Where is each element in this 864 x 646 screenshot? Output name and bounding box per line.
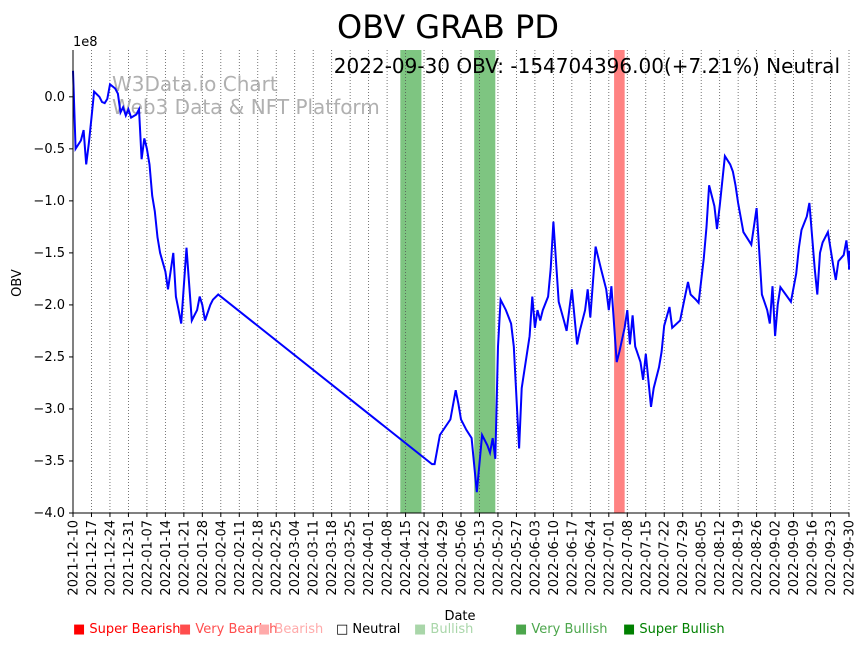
x-tick-label: 2022-06-24 <box>584 520 599 596</box>
vertical-grid <box>72 50 850 513</box>
y-tick-label: 0.0 <box>44 90 65 105</box>
legend-item-bullish: ■ Bullish <box>414 622 473 637</box>
x-tick-label: 2022-01-07 <box>140 520 155 596</box>
x-tick-label: 2021-12-24 <box>103 520 118 596</box>
x-tick-label: 2022-07-08 <box>621 520 636 596</box>
x-tick-label: 2022-06-03 <box>528 520 543 596</box>
legend-item-super-bearish: ■ Super Bearish <box>73 622 181 637</box>
x-tick-label: 2022-05-27 <box>510 520 525 596</box>
y-tick-label: −3.0 <box>33 402 65 417</box>
x-axis-ticks: 2021-12-10 2021-12-17 2021-12-24 2021-12-31… <box>67 513 858 596</box>
x-tick-label: 2022-08-19 <box>732 520 747 596</box>
x-tick-label: 2022-04-29 <box>436 520 451 596</box>
x-tick-label: 2022-08-12 <box>713 520 728 596</box>
legend-item-bearish: ■ Bearish <box>258 622 323 637</box>
signal-band <box>474 50 496 513</box>
legend-item-very-bearish: ■ Very Bearish <box>179 622 277 637</box>
x-tick-label: 2022-06-17 <box>565 520 580 596</box>
y-tick-label: −2.5 <box>33 350 65 365</box>
x-tick-label: 2021-12-31 <box>122 520 137 596</box>
x-tick-label: 2022-04-22 <box>418 520 433 596</box>
x-tick-label: 2022-04-15 <box>399 520 414 596</box>
x-tick-label: 2022-08-26 <box>750 520 765 596</box>
y-tick-label: −4.0 <box>33 506 65 521</box>
y-tick-label: −2.0 <box>33 298 65 313</box>
x-tick-label: 2022-07-29 <box>676 520 691 596</box>
watermark-line-2: Web3 Data & NFT Platform <box>112 95 380 119</box>
signal-band <box>400 50 422 513</box>
legend-item-neutral: □ Neutral <box>336 622 400 637</box>
legend-item-super-bullish: ■ Super Bullish <box>623 622 725 637</box>
x-tick-label: 2022-09-02 <box>769 520 784 596</box>
y-tick-label: −1.5 <box>33 246 65 261</box>
x-tick-label: 2022-09-16 <box>806 520 821 596</box>
x-tick-label: 2022-01-28 <box>196 520 211 596</box>
chart-title: OBV GRAB PD <box>337 8 559 46</box>
y-axis-label: OBV <box>10 269 25 297</box>
y-axis-ticks: 0.0 −0.5 −1.0 −1.5 −2.0 −2.5 −3.0 −3.5 −4.0 <box>33 90 73 521</box>
x-tick-label: 2022-02-11 <box>233 520 248 596</box>
x-tick-label: 2022-01-21 <box>177 520 192 596</box>
x-tick-label: 2022-04-01 <box>362 520 377 596</box>
x-tick-label: 2022-09-30 <box>843 520 858 596</box>
y-tick-label: −3.5 <box>33 454 65 469</box>
x-tick-label: 2022-05-20 <box>491 520 506 596</box>
signal-legend: ■ Super Bearish■ Very Bearish■ Bearish □ … <box>73 622 725 637</box>
x-tick-label: 2022-03-25 <box>344 520 359 596</box>
x-tick-label: 2022-02-04 <box>214 520 229 596</box>
watermark-line-1: W3Data.io Chart <box>112 72 278 96</box>
x-tick-label: 2022-09-23 <box>824 520 839 596</box>
x-tick-label: 2022-07-01 <box>602 520 617 596</box>
legend-item-very-bullish: ■ Very Bullish <box>515 622 607 637</box>
x-tick-label: 2022-03-04 <box>288 520 303 596</box>
y-multiplier-label: 1e8 <box>73 35 98 50</box>
obv-series-line <box>72 70 850 493</box>
x-tick-label: 2022-09-09 <box>787 520 802 596</box>
signal-bands <box>400 50 625 513</box>
x-tick-label: 2022-02-18 <box>251 520 266 596</box>
x-tick-label: 2022-05-13 <box>473 520 488 596</box>
status-readout: 2022-09-30 OBV: -154704396.00(+7.21%) Ne… <box>334 54 840 78</box>
x-tick-label: 2022-08-05 <box>695 520 710 596</box>
x-tick-label: 2022-06-10 <box>547 520 562 596</box>
signal-band <box>614 50 625 513</box>
x-axis-label: Date <box>444 609 475 624</box>
y-tick-label: −0.5 <box>33 142 65 157</box>
x-tick-label: 2022-03-18 <box>325 520 340 596</box>
x-tick-label: 2022-04-08 <box>381 520 396 596</box>
x-tick-label: 2022-07-22 <box>658 520 673 596</box>
x-tick-label: 2022-02-25 <box>270 520 285 596</box>
x-tick-label: 2021-12-10 <box>67 520 82 596</box>
x-tick-label: 2021-12-17 <box>85 520 100 596</box>
x-tick-label: 2022-03-11 <box>307 520 322 596</box>
x-tick-label: 2022-07-15 <box>639 520 654 596</box>
y-tick-label: −1.0 <box>33 194 65 209</box>
x-tick-label: 2022-01-14 <box>159 520 174 596</box>
x-tick-label: 2022-05-06 <box>455 520 470 596</box>
